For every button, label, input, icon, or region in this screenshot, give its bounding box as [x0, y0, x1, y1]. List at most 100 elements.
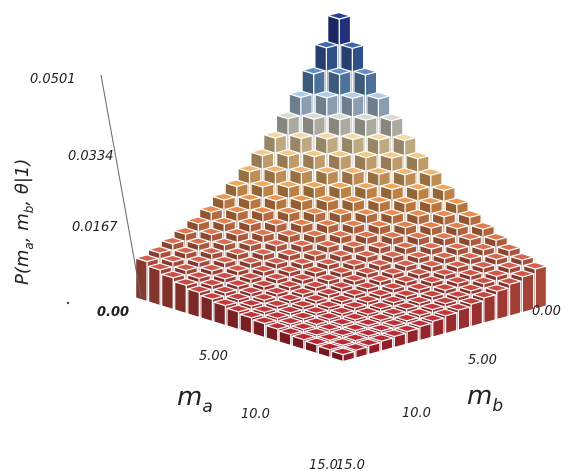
bar-top	[458, 268, 483, 277]
bar-top	[327, 150, 352, 158]
bar-top	[368, 313, 393, 321]
bar-top	[445, 242, 470, 251]
bar-top	[484, 269, 509, 277]
bar-top	[366, 167, 391, 175]
bar-top	[251, 279, 276, 288]
bar-top	[330, 347, 355, 356]
bar-top	[418, 196, 443, 205]
z-tick-label: 0.0501	[30, 72, 76, 87]
bar-top	[316, 273, 341, 282]
bar-top	[290, 273, 315, 281]
bar-top	[199, 263, 224, 272]
bar-side	[508, 280, 522, 317]
bar-top	[431, 209, 456, 218]
z-tick-label: 0.0334	[68, 149, 114, 164]
bar-top	[393, 241, 418, 250]
bar-top	[212, 255, 237, 264]
bar-top	[212, 217, 236, 225]
bar-top	[187, 271, 211, 279]
bar-top	[265, 311, 290, 319]
bar-top	[224, 205, 249, 214]
bar-top	[237, 193, 262, 202]
z-tick-label: 0.0167	[72, 220, 118, 235]
bar-top	[342, 258, 366, 267]
bar-top	[291, 299, 315, 308]
bar-top	[275, 111, 300, 120]
bar-top	[147, 245, 172, 254]
x-tick-label: 10.0	[241, 407, 270, 422]
bar-top	[341, 195, 366, 204]
bar-top	[343, 312, 367, 321]
bar-top	[367, 258, 392, 267]
bar-top	[432, 283, 457, 291]
bar-top	[432, 251, 457, 260]
bar-top	[457, 210, 482, 218]
bar-top	[226, 292, 251, 301]
bar-top	[497, 277, 522, 285]
bar-top	[381, 307, 406, 316]
bar-top	[380, 208, 405, 217]
bar-top	[379, 151, 404, 159]
bar-top	[291, 322, 316, 331]
bar-top	[265, 321, 290, 330]
bar-top	[420, 289, 444, 298]
bar-side	[470, 300, 483, 328]
z-axis: 0.00 0.0167 0.0334 0.0501 P(ma, mb, θ|1)	[12, 72, 142, 320]
bar-top	[523, 261, 548, 270]
bar-top	[277, 280, 302, 288]
bar-top	[380, 231, 405, 239]
bar-top	[420, 314, 445, 322]
bar-top	[302, 149, 326, 158]
bar-top	[366, 132, 391, 141]
bar-top	[263, 130, 287, 139]
bar-top	[264, 256, 289, 265]
bar-top	[369, 323, 393, 332]
bar-side	[457, 306, 471, 331]
bar-top	[314, 40, 339, 49]
bar-top	[328, 181, 353, 190]
bar-top	[354, 208, 379, 216]
bar-top	[446, 302, 471, 311]
bar-top	[239, 310, 264, 319]
bar-top	[368, 274, 392, 283]
bar-top	[458, 232, 482, 241]
bar-top	[328, 207, 353, 216]
bar-side	[534, 265, 548, 310]
bar-top	[317, 342, 342, 351]
bar-top	[510, 269, 535, 278]
bar-top	[251, 228, 275, 237]
bar-side	[161, 273, 174, 311]
bar-top	[458, 251, 483, 260]
bar-top	[301, 111, 326, 120]
bar-top	[225, 279, 250, 287]
bar-top	[304, 306, 328, 314]
bar-top	[419, 241, 444, 250]
bar-top	[418, 168, 443, 176]
bar-top	[342, 288, 367, 296]
bar-top	[186, 237, 211, 246]
bar-top	[302, 229, 327, 238]
bar-top	[173, 263, 198, 271]
bar-top	[343, 333, 368, 342]
bar-top	[394, 313, 419, 322]
bar-top	[484, 252, 509, 261]
y-tick-label: 5.00	[468, 353, 497, 368]
bar-top	[483, 233, 508, 241]
bar-top	[289, 131, 313, 140]
x-tick-label: 15.0	[309, 458, 338, 471]
bar-top	[380, 267, 405, 275]
bar-top	[263, 218, 288, 226]
bar-top	[355, 307, 380, 315]
bar-top	[225, 264, 250, 272]
bar-top	[278, 327, 303, 335]
bar-side	[174, 281, 187, 315]
bar-top	[289, 165, 314, 174]
bar-top	[356, 328, 381, 337]
bar-top	[340, 41, 365, 49]
bar-top	[470, 222, 495, 230]
bar-top	[484, 284, 509, 292]
bar-top	[276, 180, 301, 189]
bar-top	[251, 247, 276, 256]
bar-top	[340, 91, 365, 100]
bar-top	[458, 283, 483, 292]
